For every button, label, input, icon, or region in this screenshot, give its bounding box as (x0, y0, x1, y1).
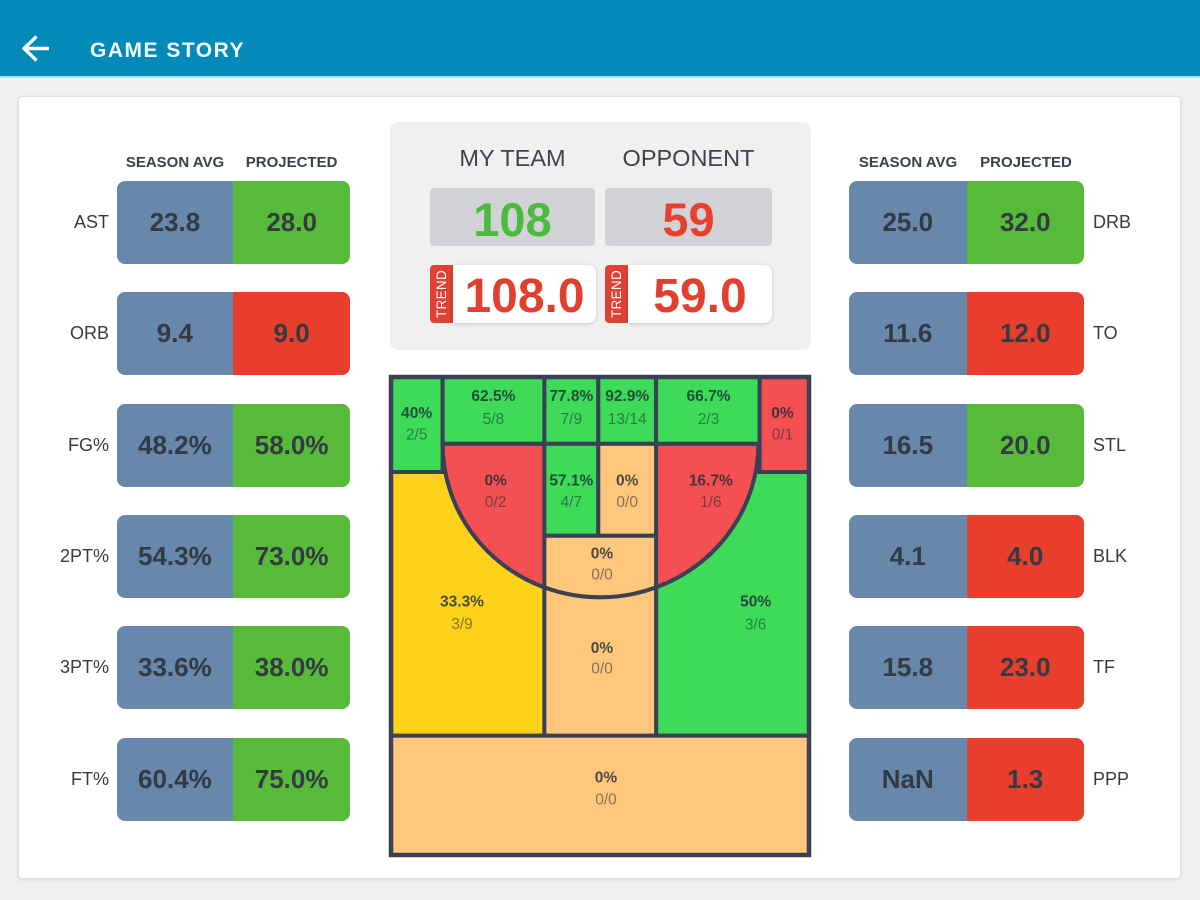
svg-text:4/7: 4/7 (561, 494, 583, 511)
svg-text:77.8%: 77.8% (549, 388, 593, 405)
svg-text:5/8: 5/8 (483, 411, 505, 428)
svg-text:0%: 0% (484, 473, 507, 490)
svg-text:0/0: 0/0 (616, 494, 638, 511)
svg-text:7/9: 7/9 (561, 411, 583, 428)
svg-text:1/6: 1/6 (700, 494, 722, 511)
svg-text:50%: 50% (740, 594, 771, 611)
svg-text:2/3: 2/3 (698, 411, 720, 428)
svg-text:40%: 40% (401, 405, 432, 422)
svg-text:0%: 0% (595, 770, 618, 787)
svg-text:0/2: 0/2 (485, 494, 507, 511)
svg-text:0/1: 0/1 (772, 427, 794, 444)
svg-text:13/14: 13/14 (608, 411, 647, 428)
svg-text:3/6: 3/6 (745, 617, 767, 634)
svg-text:0/0: 0/0 (591, 661, 613, 678)
svg-text:0%: 0% (591, 546, 614, 563)
svg-text:57.1%: 57.1% (549, 473, 593, 490)
svg-text:92.9%: 92.9% (605, 388, 649, 405)
svg-text:0%: 0% (591, 640, 614, 657)
svg-text:62.5%: 62.5% (471, 388, 515, 405)
svg-text:0%: 0% (616, 473, 639, 490)
svg-text:0/0: 0/0 (595, 792, 617, 809)
svg-text:3/9: 3/9 (451, 616, 473, 633)
svg-text:33.3%: 33.3% (440, 594, 484, 611)
svg-text:0/0: 0/0 (591, 567, 613, 584)
svg-text:16.7%: 16.7% (689, 473, 733, 490)
svg-text:2/5: 2/5 (406, 427, 428, 444)
svg-text:0%: 0% (771, 405, 794, 422)
svg-text:66.7%: 66.7% (687, 388, 731, 405)
